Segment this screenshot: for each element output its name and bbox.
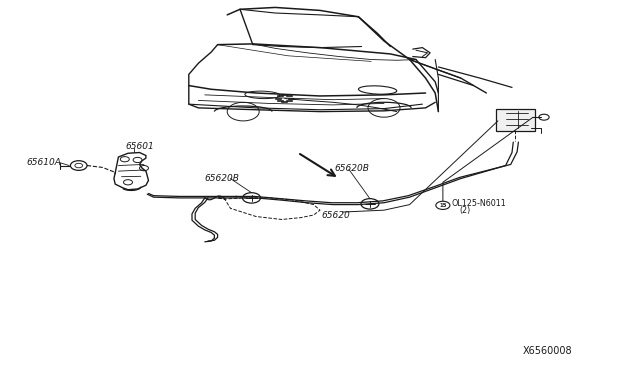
Text: 65620: 65620: [322, 211, 351, 219]
FancyBboxPatch shape: [496, 109, 535, 131]
Text: 65620B: 65620B: [205, 174, 239, 183]
Text: OL125-N6011: OL125-N6011: [452, 199, 507, 208]
Text: 65601: 65601: [125, 142, 154, 151]
Text: X6560008: X6560008: [523, 346, 573, 356]
Text: 15: 15: [439, 203, 447, 208]
Text: (2): (2): [460, 206, 471, 215]
Text: 65620B: 65620B: [334, 164, 369, 173]
Text: 65610A: 65610A: [27, 158, 61, 167]
